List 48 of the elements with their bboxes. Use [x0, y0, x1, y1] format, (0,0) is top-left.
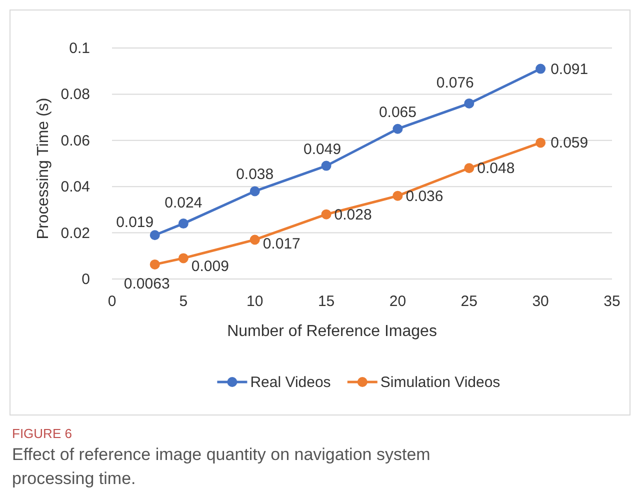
- point: [150, 259, 160, 270]
- x-tick-label: 10: [246, 293, 264, 310]
- x-tick-label: 5: [179, 293, 188, 310]
- point: [178, 253, 188, 264]
- y-tick-label: 0.04: [60, 178, 90, 196]
- y-axis-title: Processing Time (s): [35, 98, 52, 240]
- x-tick-label: 0: [108, 293, 116, 310]
- point: [250, 186, 260, 196]
- x-axis-title: Number of Reference Images: [227, 323, 437, 340]
- data-label: 0.049: [304, 140, 342, 158]
- data-label: 0.065: [378, 104, 416, 121]
- point: [392, 124, 403, 134]
- point: [464, 98, 474, 108]
- data-label: 0.009: [191, 258, 229, 276]
- data-label: 0.024: [164, 194, 202, 212]
- x-tick-label: 35: [604, 293, 620, 310]
- y-tick-label: 0.08: [60, 86, 90, 104]
- data-label: 0.028: [334, 206, 372, 224]
- y-tick-label: 0: [82, 271, 90, 288]
- y-tick-label: 0.02: [60, 224, 90, 242]
- legend-label: Simulation Videos: [380, 374, 500, 391]
- data-label: 0.0063: [124, 275, 170, 292]
- data-label: 0.038: [236, 166, 274, 184]
- x-tick-label: 20: [389, 293, 406, 310]
- y-tick-label: 0.06: [60, 132, 90, 150]
- point: [178, 218, 188, 229]
- data-label: 0.036: [406, 188, 444, 205]
- data-label: 0.017: [262, 236, 300, 253]
- x-tick-label: 30: [532, 293, 549, 310]
- y-tick-label: 0.1: [69, 40, 90, 57]
- point: [536, 138, 546, 148]
- data-label: 0.019: [116, 214, 154, 232]
- x-tick-label: 15: [318, 293, 335, 310]
- point: [250, 234, 260, 245]
- legend-label: Real Videos: [250, 374, 331, 391]
- point: [464, 163, 474, 174]
- data-label: 0.076: [436, 74, 474, 92]
- point: [536, 64, 546, 74]
- point: [321, 209, 332, 220]
- text: Effect of reference image quantity on navigation system processing time.: [12, 445, 430, 488]
- point: [150, 230, 160, 240]
- data-label: 0.059: [550, 134, 588, 152]
- data-label: 0.091: [550, 60, 588, 78]
- caption: FIGURE 6: [12, 426, 72, 441]
- data-label: 0.048: [477, 160, 515, 178]
- point: [392, 190, 403, 201]
- x-tick-label: 25: [460, 293, 478, 310]
- point: [321, 160, 332, 171]
